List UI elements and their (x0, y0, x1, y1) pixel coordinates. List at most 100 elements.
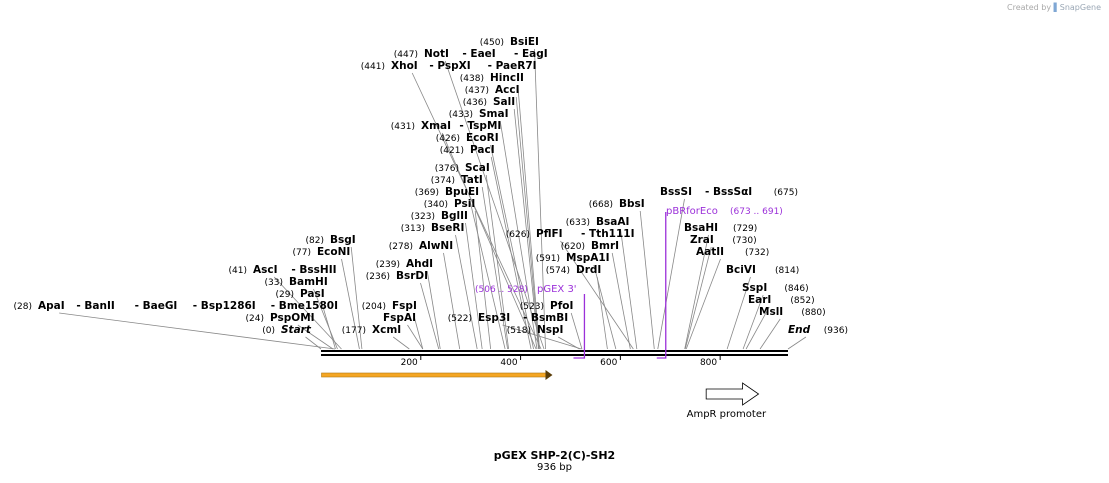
site-asci[interactable]: (41) AscI - BssHII (229, 264, 337, 276)
site-position: (421) (440, 146, 464, 156)
leader-start (305, 336, 322, 350)
tick-label: 400 (500, 358, 517, 368)
enzyme-name: BsaAI (596, 216, 629, 228)
credit-prefix: Created by (1007, 3, 1052, 12)
site-acci[interactable]: (437) AccI (465, 84, 520, 96)
enzyme-name: BseRI (431, 222, 464, 234)
site-apai[interactable]: (28) ApaI - BanII - BaeGI - Bsp1286I - Bme158… (14, 300, 339, 312)
site-drdi[interactable]: (574) DrdI (546, 264, 602, 276)
site-psii[interactable]: (340) PsiI (424, 198, 475, 210)
site-fspai[interactable]: FspAI (383, 312, 416, 324)
site-leader-lines (59, 48, 807, 350)
site-position: (441) (361, 62, 385, 72)
site-paci[interactable]: (421) PacI (440, 144, 495, 156)
site-bsiei[interactable]: (450) BsiEI (480, 36, 539, 48)
site-position: (730) (732, 236, 756, 246)
site-position: (0) (262, 326, 275, 336)
site-position: (376) (435, 164, 459, 174)
site-position: (852) (790, 296, 814, 306)
site-esp3i[interactable]: (522) Esp3I - BsmBI (448, 312, 568, 324)
site-aatii[interactable]: (732) AatII (696, 246, 769, 258)
site-ecori[interactable]: (426) EcoRI (436, 132, 499, 144)
site-hincii[interactable]: (438) HincII (460, 72, 524, 84)
primer-pbrforeco[interactable]: pBRforEco (673 .. 691) (656, 206, 783, 359)
site-bsaai[interactable]: (633) BsaAI (566, 216, 630, 228)
site-position: (177) (342, 326, 366, 336)
leader-bsgi (350, 246, 363, 350)
site-bmri[interactable]: (620) BmrI (561, 240, 619, 252)
site-scai[interactable]: (376) ScaI (435, 162, 490, 174)
site-bsrdi[interactable]: (236) BsrDI (366, 270, 428, 282)
cds-body (321, 372, 547, 378)
feature-ampr-promoter[interactable]: AmpR promoter (687, 382, 767, 420)
site-bseri[interactable]: (313) BseRI (401, 222, 465, 234)
site-sspi[interactable]: (846) SspI (742, 282, 809, 294)
enzyme-name: BciVI (726, 264, 756, 276)
site-position: (82) (306, 236, 324, 246)
site-position: (28) (14, 302, 32, 312)
enzyme-name: - PaeR7I (488, 60, 537, 72)
leader-nspi (558, 336, 580, 350)
site-position: (29) (276, 290, 294, 300)
enzyme-name: BamHI (289, 276, 328, 288)
site-bglii[interactable]: (323) BglII (411, 210, 468, 222)
site-end[interactable]: (936) End (788, 324, 848, 336)
site-bsgi[interactable]: (82) BsgI (306, 234, 356, 246)
site-pflfi[interactable]: (626) PflFI - Tth111I (506, 228, 635, 240)
site-zrai[interactable]: (730) ZraI (690, 234, 757, 246)
site-tati[interactable]: (374) TatI (431, 174, 483, 186)
site-bcivi[interactable]: (814) BciVI (726, 264, 799, 276)
site-bsahi[interactable]: (729) BsaHI (684, 222, 757, 234)
site-eari[interactable]: (852) EarI (748, 294, 815, 306)
site-ahdi[interactable]: (239) AhdI (376, 258, 433, 270)
site-xhoi[interactable]: (441) XhoI - PspXI - PaeR7I (361, 60, 537, 72)
feature-annotations: AmpR promoter (321, 370, 767, 420)
site-noti[interactable]: (447) NotI - EaeI - EagI (394, 48, 548, 60)
leader-xmai (441, 132, 537, 350)
leader-scai (485, 174, 509, 350)
tick-label: 800 (700, 358, 717, 368)
site-bamhi[interactable]: (33) BamHI (265, 276, 328, 288)
site-econi[interactable]: (77) EcoNI (293, 246, 351, 258)
enzyme-name: - BsmBI (523, 312, 568, 324)
site-bbsi[interactable]: (668) BbsI (589, 198, 645, 210)
site-position: (239) (376, 260, 400, 270)
site-position: (323) (411, 212, 435, 222)
site-fspi[interactable]: (204) FspI (362, 300, 417, 312)
leader-bamhi (313, 288, 338, 350)
leader-sspi (742, 294, 764, 350)
site-nspi[interactable]: (518) NspI (507, 324, 564, 336)
site-start[interactable]: (0) Start (262, 324, 312, 336)
primer-range: (673 .. 691) (730, 207, 783, 217)
site-position: (369) (415, 188, 439, 198)
site-position: (313) (401, 224, 425, 234)
site-bpuei[interactable]: (369) BpuEI (415, 186, 479, 198)
primer-pgex-3[interactable]: (506 .. 528) pGEX 3' (475, 284, 586, 359)
enzyme-name: PacI (470, 144, 495, 156)
site-smai[interactable]: (433) SmaI (449, 108, 509, 120)
site-labels: (450) BsiEI (447) NotI - EaeI - EagI (441) XhoI… (14, 36, 848, 336)
site-bsssi[interactable]: (675) BssSI - BssSαI (660, 186, 798, 198)
leader-bpuei (469, 198, 506, 350)
primer-range: (506 .. 528) (475, 285, 528, 295)
enzyme-name: MslI (759, 306, 783, 318)
site-pasi[interactable]: (29) PasI (276, 288, 325, 300)
site-pfoi[interactable]: (523) PfoI (520, 300, 574, 312)
site-alwni[interactable]: (278) AlwNI (389, 240, 453, 252)
enzyme-name: AhdI (406, 258, 433, 270)
site-mspa1i[interactable]: (591) MspA1I (536, 252, 610, 264)
enzyme-name: - BssHII (291, 264, 336, 276)
leader-pspomi (297, 324, 334, 350)
site-xmai[interactable]: (431) XmaI - TspMI (391, 120, 502, 132)
site-xcmi[interactable]: (177) XcmI (342, 324, 401, 336)
site-msli[interactable]: (880) MslI (759, 306, 826, 318)
leader-pfoi (570, 312, 583, 350)
leader-bseri (455, 234, 478, 350)
enzyme-name: PflFI (536, 228, 563, 240)
leader-alwni (443, 252, 461, 350)
enzyme-name: PasI (300, 288, 325, 300)
site-sali[interactable]: (436) SalI (463, 96, 515, 108)
site-pspomi[interactable]: (24) PspOMI (246, 312, 315, 324)
site-position: (447) (394, 50, 418, 60)
feature-cds-arrow[interactable] (321, 370, 553, 380)
